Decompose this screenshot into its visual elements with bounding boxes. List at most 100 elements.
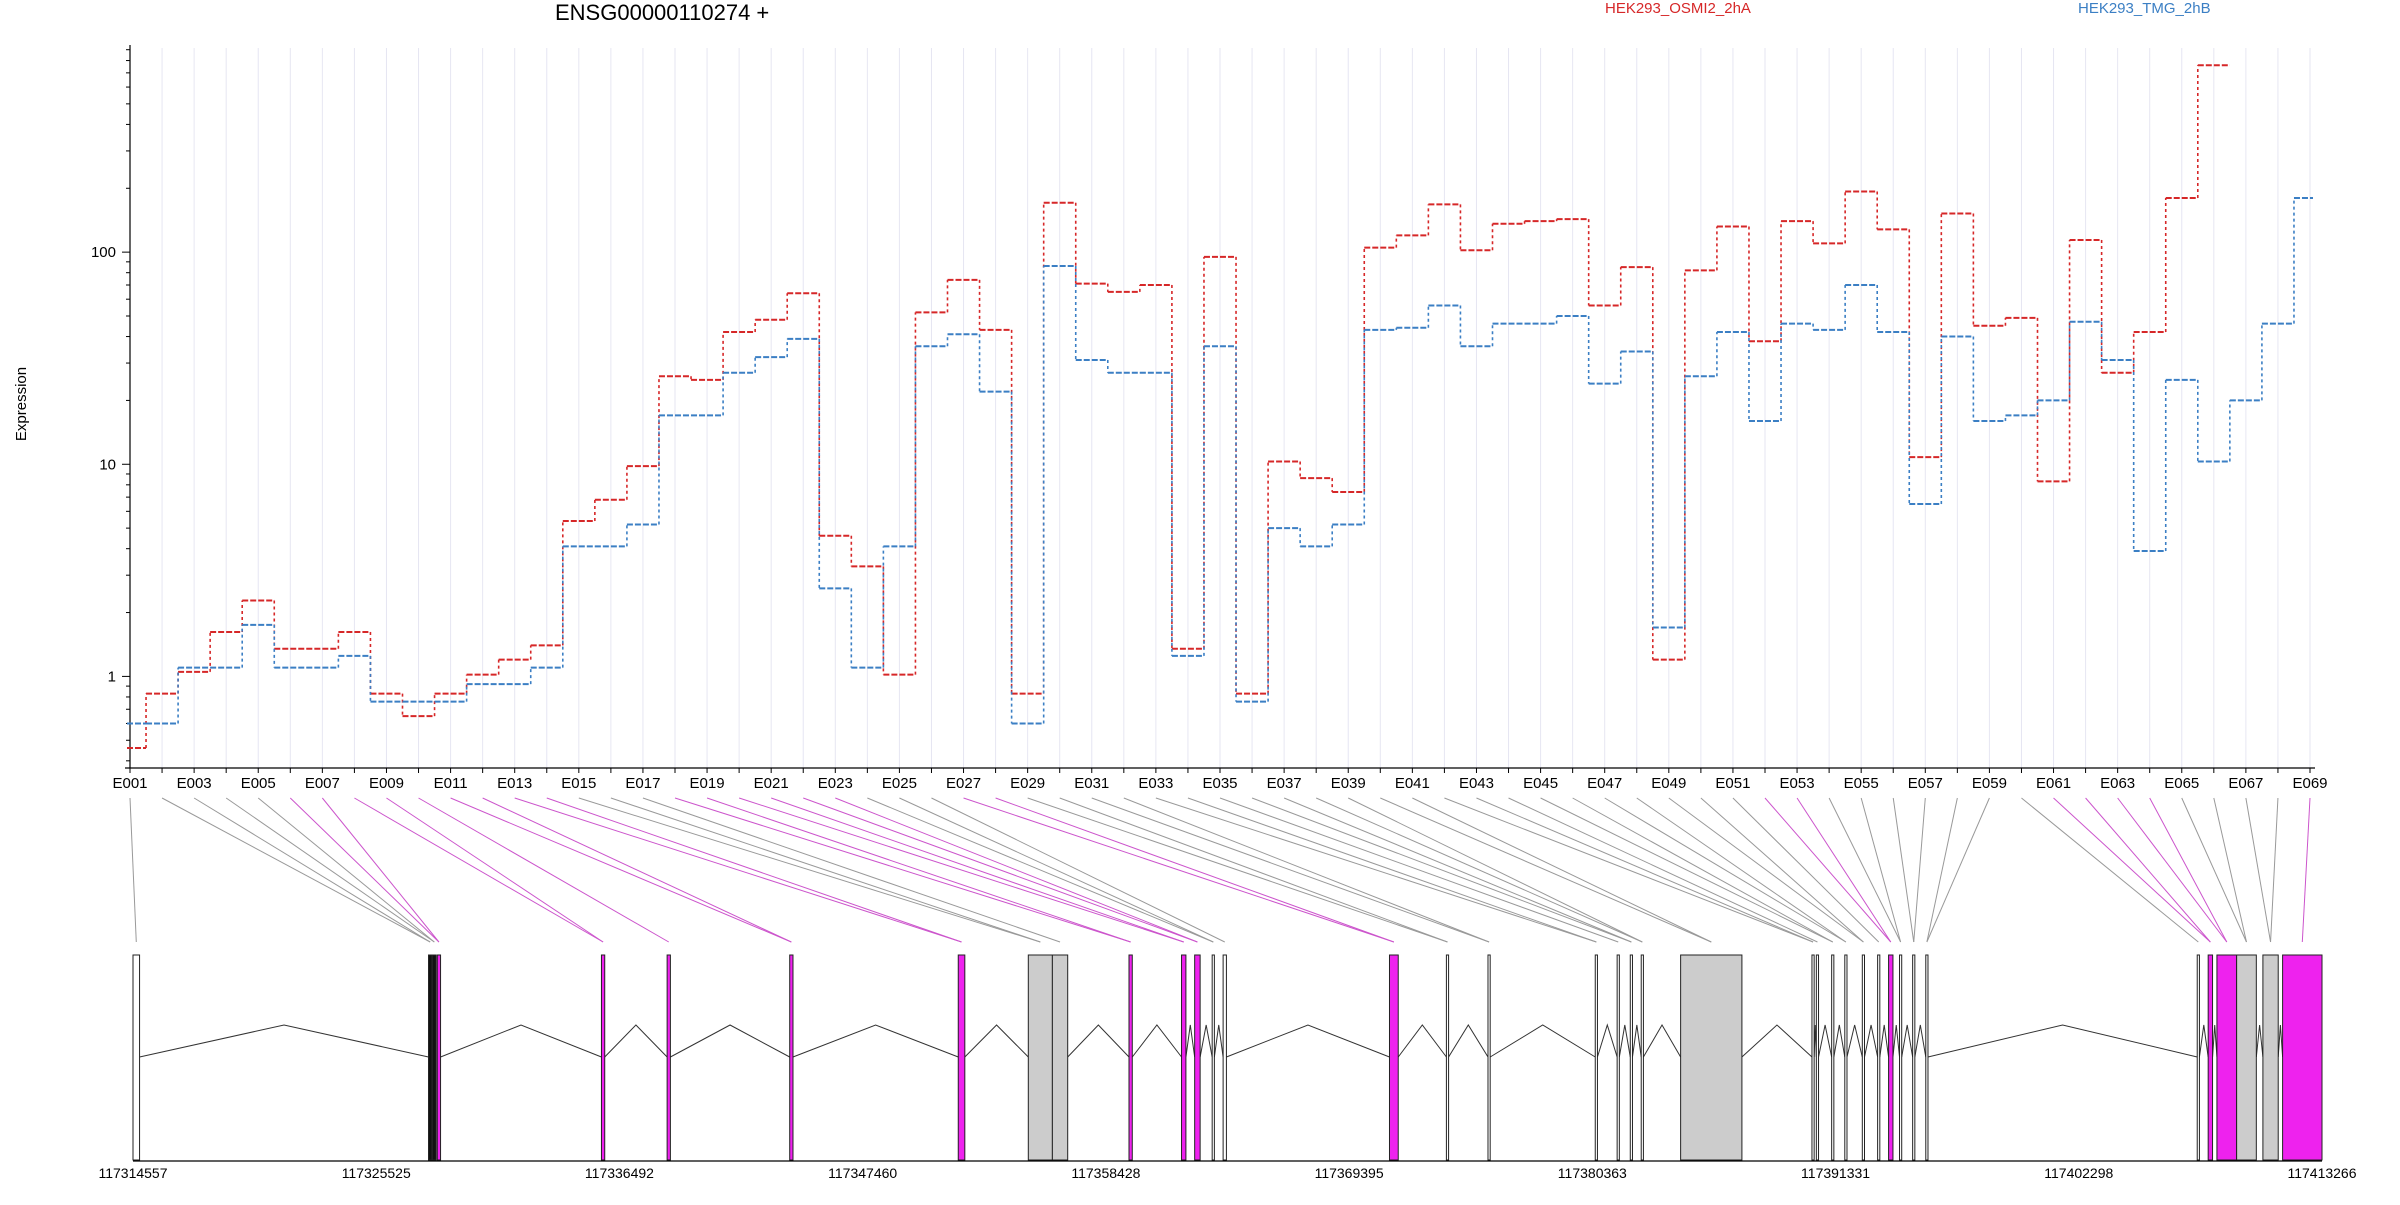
exon-connector xyxy=(1926,797,1990,943)
intron xyxy=(1489,1024,1596,1058)
x-tick-label: E055 xyxy=(1844,775,1879,792)
gene-model xyxy=(132,954,2323,1161)
x-tick-label: E037 xyxy=(1267,775,1302,792)
intron xyxy=(1927,1024,2198,1058)
exon-connector xyxy=(803,797,1198,943)
exon-box xyxy=(1222,954,1227,1161)
exon-connector xyxy=(995,797,1395,943)
x-tick-label: E061 xyxy=(2036,775,2071,792)
exon-box xyxy=(1899,954,1903,1161)
genomic-tick-label: 117402298 xyxy=(2044,1165,2113,1181)
x-tick-label: E015 xyxy=(561,775,596,792)
exon-connector xyxy=(1123,797,1490,943)
chart-title: ENSG00000110274 + xyxy=(555,0,770,25)
y-tick-label: 100 xyxy=(91,244,116,261)
exon-connector xyxy=(129,797,137,943)
intron xyxy=(1131,1024,1182,1058)
exon-box xyxy=(1861,954,1865,1161)
x-tick-label: E019 xyxy=(690,775,725,792)
exon-connector xyxy=(2117,797,2228,943)
x-tick-label: E069 xyxy=(2292,775,2327,792)
exon-connector xyxy=(418,797,670,943)
legend-entry-osmi2: HEK293_OSMI2_2hA xyxy=(1605,0,1751,17)
genomic-tick-label: 117325525 xyxy=(342,1165,411,1181)
exon-box xyxy=(1888,954,1894,1161)
exon-connector xyxy=(771,797,1184,943)
exon-connector xyxy=(1091,797,1490,943)
exon-connector xyxy=(899,797,1214,943)
exon-box xyxy=(1629,954,1633,1161)
exon-connector xyxy=(1636,797,1847,943)
x-tick-label: E053 xyxy=(1780,775,1815,792)
exon-box xyxy=(1811,954,1815,1161)
intron xyxy=(440,1024,602,1058)
intron xyxy=(2277,1024,2284,1058)
genomic-tick-label: 117336492 xyxy=(585,1165,654,1181)
intron xyxy=(670,1024,790,1058)
exon-connector xyxy=(2181,797,2247,943)
exon-box xyxy=(957,954,966,1161)
exon-connector xyxy=(1892,797,1915,943)
exon-box xyxy=(2282,954,2323,1161)
x-tick-label: E065 xyxy=(2164,775,2199,792)
x-tick-label: E047 xyxy=(1587,775,1622,792)
exon-connector xyxy=(642,797,1061,943)
exon-connector xyxy=(1380,797,1712,943)
intron xyxy=(1914,1024,1927,1058)
exon-connector xyxy=(1764,797,1892,943)
x-tick-label: E005 xyxy=(241,775,276,792)
exon-connector xyxy=(2149,797,2228,943)
x-tick-label: E025 xyxy=(882,775,917,792)
exon-connector xyxy=(2270,797,2279,943)
intron xyxy=(2255,1024,2264,1058)
exon-box xyxy=(1027,954,1053,1161)
y-tick-label: 1 xyxy=(108,668,116,685)
x-tick-label: E039 xyxy=(1331,775,1366,792)
x-tick-label: E021 xyxy=(754,775,789,792)
exon-connector xyxy=(225,797,435,943)
x-tick-label: E035 xyxy=(1202,775,1237,792)
x-tick-label: E007 xyxy=(305,775,340,792)
exon-connector xyxy=(738,797,1184,943)
x-tick-label: E043 xyxy=(1459,775,1494,792)
exon-box xyxy=(1194,954,1201,1161)
intron xyxy=(1864,1024,1879,1058)
exon-box xyxy=(1487,954,1491,1161)
x-tick-label: E009 xyxy=(369,775,404,792)
x-tick-label: E013 xyxy=(497,775,532,792)
intron xyxy=(1397,1024,1447,1058)
exon-box xyxy=(1388,954,1399,1161)
exon-box xyxy=(789,954,794,1161)
exon-box xyxy=(600,954,606,1161)
y-tick-label: 10 xyxy=(99,456,116,473)
genomic-tick-label: 117314557 xyxy=(98,1165,167,1181)
exon-box xyxy=(1594,954,1598,1161)
intron xyxy=(139,1024,429,1058)
exon-connector xyxy=(289,797,440,943)
x-tick-label: E017 xyxy=(625,775,660,792)
x-axis: E001 E003 E005 E007 E009 E011 E013 E015 E017 E019… xyxy=(112,767,2328,792)
exon-connector xyxy=(257,797,435,943)
exon-connector xyxy=(1926,797,1958,943)
exon-connector xyxy=(867,797,1214,943)
exon-box xyxy=(2207,954,2214,1161)
exon-connector xyxy=(546,797,962,943)
exon-box xyxy=(436,954,442,1161)
exon-connector xyxy=(1572,797,1834,943)
exon-box xyxy=(1844,954,1848,1161)
exon-connector xyxy=(1700,797,1864,943)
y-axis: 1 10 100 Expression xyxy=(13,45,131,768)
series-0 xyxy=(127,64,2230,749)
exon-box xyxy=(2216,954,2238,1161)
intron xyxy=(1846,1024,1863,1058)
intron xyxy=(1448,1024,1489,1058)
exon-box xyxy=(1181,954,1187,1161)
exon-box xyxy=(1815,954,1820,1161)
intron xyxy=(1618,1024,1631,1058)
exon-connector xyxy=(931,797,1225,943)
x-tick-label: E067 xyxy=(2228,775,2263,792)
exon-connector xyxy=(610,797,1041,943)
x-tick-label: E033 xyxy=(1138,775,1173,792)
